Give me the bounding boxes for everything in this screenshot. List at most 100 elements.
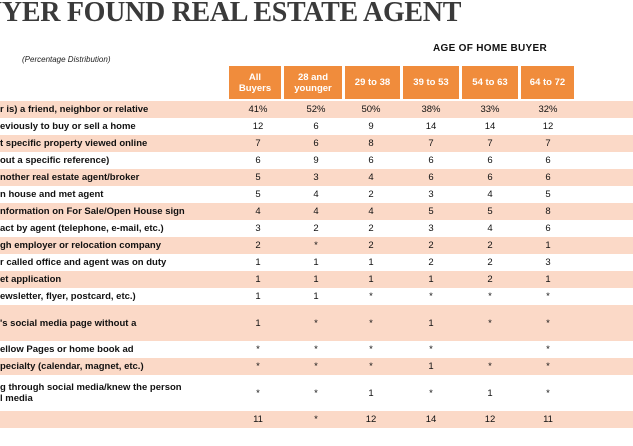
table-cell: 1 <box>545 240 551 251</box>
table-cell: 5 <box>487 206 493 217</box>
table-cell: 2 <box>313 223 319 234</box>
table-cell: * <box>488 291 492 302</box>
table-cell: 6 <box>428 155 434 166</box>
table-cell: 6 <box>255 155 261 166</box>
table-cell: 1 <box>428 361 434 372</box>
table-cell: 4 <box>487 189 493 200</box>
table-cell: 11 <box>253 414 263 425</box>
table-cell: 2 <box>428 257 434 268</box>
table-cell: * <box>429 344 433 355</box>
column-header: 29 to 38 <box>345 66 400 99</box>
table-row: 11 * 12 14 12 11 <box>0 411 633 428</box>
table-cell: 14 <box>425 121 437 132</box>
row-label: out a specific reference) <box>0 155 110 166</box>
table-cell: 12 <box>484 414 496 425</box>
table-cell: 7 <box>428 138 434 149</box>
table-cell: 12 <box>542 121 554 132</box>
table-row: n house and met agent 5 4 2 3 4 5 <box>0 186 633 203</box>
table-cell: 32% <box>538 104 558 115</box>
table-cell: 1 <box>368 274 374 285</box>
row-label: pecialty (calendar, magnet, etc.) <box>0 361 144 372</box>
table-cell: 1 <box>368 387 374 399</box>
table-cell: 7 <box>545 138 551 149</box>
table-cell: 6 <box>428 172 434 183</box>
table-cell: * <box>256 344 260 355</box>
table-cell: * <box>314 414 318 425</box>
table-cell: * <box>369 361 373 372</box>
table-cell: * <box>256 361 260 372</box>
table-cell: 9 <box>313 155 319 166</box>
table-row: t specific property viewed online 7 6 8 7 7 7 <box>0 135 633 152</box>
table-row: ellow Pages or home book ad * * * * * <box>0 341 633 358</box>
table-cell: 3 <box>313 172 319 183</box>
row-label: r called office and agent was on duty <box>0 257 167 268</box>
table-row: g through social media/knew the person l… <box>0 375 633 411</box>
table-cell: * <box>314 240 318 251</box>
table-cell: 1 <box>313 274 319 285</box>
row-label: nother real estate agent/broker <box>0 172 140 183</box>
table-cell: * <box>488 361 492 372</box>
table-cell: 6 <box>487 172 493 183</box>
table-cell: 1 <box>428 274 434 285</box>
table-cell: 6 <box>313 138 319 149</box>
column-header: All Buyers <box>229 66 281 99</box>
table-cell: * <box>256 387 260 399</box>
row-label: 's social media page without a <box>0 317 137 329</box>
table-row: et application 1 1 1 1 2 1 <box>0 271 633 288</box>
table-row: r is) a friend, neighbor or relative 41% 5… <box>0 101 633 118</box>
table-cell: 5 <box>255 172 261 183</box>
table-cell: 12 <box>252 121 264 132</box>
table-cell: * <box>429 291 433 302</box>
table-cell: 8 <box>368 138 374 149</box>
table-cell: 1 <box>313 291 319 302</box>
table-cell: 4 <box>368 206 374 217</box>
table-cell: 2 <box>368 240 374 251</box>
table-cell: 52% <box>306 104 326 115</box>
table-cell: 4 <box>313 189 319 200</box>
table-cell: 5 <box>545 189 551 200</box>
table-cell: 3 <box>255 223 261 234</box>
table-cell: 6 <box>545 155 551 166</box>
table-cell: 5 <box>255 189 261 200</box>
table-cell: 2 <box>368 223 374 234</box>
page-title: UYER FOUND REAL ESTATE AGENT <box>0 0 462 28</box>
table-row: out a specific reference) 6 9 6 6 6 6 <box>0 152 633 169</box>
row-label: t specific property viewed online <box>0 138 148 149</box>
row-label <box>0 411 228 428</box>
table-cell: * <box>314 344 318 355</box>
table-cell: 11 <box>543 414 553 425</box>
column-header: 64 to 72 <box>521 66 574 99</box>
row-label: nformation on For Sale/Open House sign <box>0 206 185 217</box>
table-cell: * <box>488 317 492 329</box>
table-row: eviously to buy or sell a home 12 6 9 14 14 12 <box>0 118 633 135</box>
table-cell: 1 <box>428 317 434 329</box>
table-cell: 1 <box>255 274 261 285</box>
table-cell: 3 <box>428 223 434 234</box>
table-row: r called office and agent was on duty 1 1 1… <box>0 254 633 271</box>
table-cell: 6 <box>545 172 551 183</box>
table-row: pecialty (calendar, magnet, etc.) * * * 1 * * <box>0 358 633 375</box>
row-label: gh employer or relocation company <box>0 240 162 251</box>
table-cell: 1 <box>255 257 261 268</box>
table-cell: 33% <box>480 104 500 115</box>
table-cell: 4 <box>487 223 493 234</box>
table-cell: 7 <box>487 138 493 149</box>
table-cell: 2 <box>487 257 493 268</box>
column-header: 54 to 63 <box>462 66 518 99</box>
table-cell: * <box>546 317 550 329</box>
table-cell: 1 <box>368 257 374 268</box>
column-header: 39 to 53 <box>403 66 459 99</box>
table-cell: * <box>546 291 550 302</box>
table-cell: 1 <box>545 274 551 285</box>
table-cell: * <box>429 387 433 399</box>
table-cell: 8 <box>545 206 551 217</box>
table-cell: 9 <box>368 121 374 132</box>
row-label: r is) a friend, neighbor or relative <box>0 104 149 115</box>
table-cell: 1 <box>487 387 493 399</box>
table-cell: 2 <box>428 240 434 251</box>
table-cell: 7 <box>255 138 261 149</box>
row-label: ewsletter, flyer, postcard, etc.) <box>0 291 136 302</box>
table-cell: 4 <box>255 206 261 217</box>
table-cell: 14 <box>425 414 437 425</box>
row-label: ellow Pages or home book ad <box>0 344 134 355</box>
